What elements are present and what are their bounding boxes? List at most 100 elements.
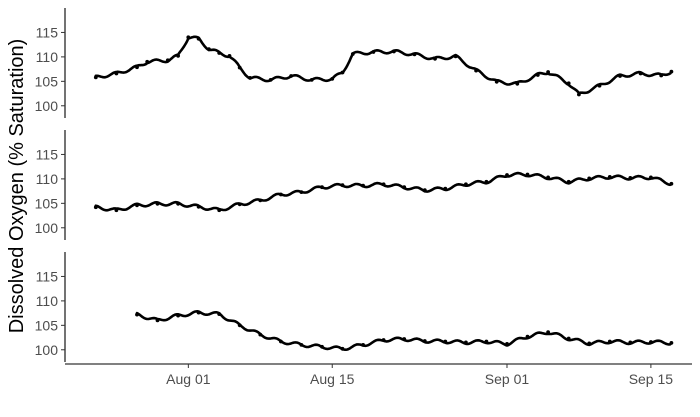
data-point <box>566 336 571 341</box>
data-point <box>248 76 252 80</box>
panel-1: 100 105 110 115 <box>35 8 674 118</box>
data-point <box>196 310 201 315</box>
series-trace <box>94 35 673 95</box>
data-point <box>145 59 150 64</box>
data-point <box>535 73 540 77</box>
data-point <box>381 338 386 342</box>
data-point <box>361 343 365 347</box>
data-point <box>484 339 489 344</box>
data-point <box>155 318 160 323</box>
data-point <box>443 186 448 191</box>
data-point <box>320 185 324 190</box>
y-tick-label: 100 <box>35 220 59 236</box>
data-point <box>422 188 427 193</box>
data-point <box>443 339 448 344</box>
data-point <box>505 342 509 346</box>
y-tick-label: 110 <box>36 49 59 65</box>
x-tick-label: Sep 15 <box>629 371 674 387</box>
data-point <box>453 54 458 59</box>
data-point <box>484 179 489 184</box>
data-point <box>258 332 263 337</box>
data-point <box>309 78 314 82</box>
data-point <box>165 58 170 63</box>
data-point <box>237 65 242 70</box>
y-tick-label: 110 <box>36 293 59 309</box>
data-point <box>135 312 139 317</box>
data-point <box>381 182 386 187</box>
panel-3: 100 105 110 115 <box>35 252 674 362</box>
y-tick-label: 100 <box>35 98 59 114</box>
x-tick-label: Sep 01 <box>485 371 530 387</box>
data-point <box>649 175 653 180</box>
data-point <box>93 75 98 80</box>
y-tick-label: 110 <box>36 171 59 187</box>
data-point <box>638 71 643 76</box>
data-point <box>607 175 612 179</box>
data-point <box>186 35 191 40</box>
data-point <box>669 341 674 345</box>
data-point <box>340 70 345 75</box>
data-point <box>135 203 139 208</box>
data-point <box>340 183 345 188</box>
data-point <box>217 208 222 213</box>
data-point <box>669 69 674 74</box>
data-point <box>176 201 181 206</box>
data-point <box>402 185 407 190</box>
data-point <box>669 181 674 186</box>
data-point <box>371 50 376 54</box>
data-point <box>268 78 273 82</box>
data-point <box>392 49 396 54</box>
data-point <box>618 74 622 78</box>
y-tick-label: 105 <box>35 73 59 89</box>
data-point <box>494 79 499 84</box>
data-point <box>279 339 283 344</box>
data-point <box>546 175 550 180</box>
data-point <box>566 179 571 184</box>
data-point <box>607 339 612 344</box>
data-point <box>597 83 602 88</box>
data-point <box>196 204 201 209</box>
data-point <box>114 208 119 213</box>
data-point <box>196 36 201 41</box>
data-point <box>155 201 160 206</box>
x-axis: Aug 01 Aug 15 Sep 01 Sep 15 <box>65 363 692 387</box>
data-point <box>258 198 263 203</box>
data-point <box>279 192 283 197</box>
data-point <box>135 65 139 70</box>
x-tick-label: Aug 01 <box>166 371 211 387</box>
data-point <box>207 47 211 51</box>
data-point <box>628 340 633 345</box>
data-point <box>515 81 520 86</box>
data-point <box>93 205 98 210</box>
data-point <box>566 81 571 86</box>
y-tick-label: 115 <box>36 268 59 284</box>
data-point <box>217 51 222 55</box>
panel-2: 100 105 110 115 <box>35 130 674 240</box>
data-point <box>474 68 478 73</box>
data-point <box>350 52 355 56</box>
y-tick-label: 105 <box>35 317 59 333</box>
data-point <box>361 183 365 188</box>
y-axis-title: Dissolved Oxygen (% Saturation) <box>6 39 28 334</box>
data-point <box>649 340 653 344</box>
data-point <box>422 339 427 343</box>
data-point <box>433 56 437 61</box>
data-point <box>114 71 119 76</box>
data-point <box>525 172 530 177</box>
data-point <box>299 343 304 347</box>
data-point <box>659 73 664 78</box>
y-tick-label: 115 <box>36 24 59 40</box>
data-point <box>330 77 335 81</box>
panels: 100 105 110 115 100 105 110 115 100 105 110 115 <box>35 8 674 362</box>
data-point <box>587 176 592 181</box>
y-tick-label: 100 <box>35 342 59 358</box>
data-point <box>412 52 417 57</box>
x-tick-label: Aug 15 <box>310 371 355 387</box>
data-point <box>464 182 468 187</box>
data-point <box>176 54 181 58</box>
data-point <box>299 190 304 195</box>
data-point <box>402 337 407 341</box>
data-point <box>525 334 530 339</box>
data-point <box>577 92 581 97</box>
